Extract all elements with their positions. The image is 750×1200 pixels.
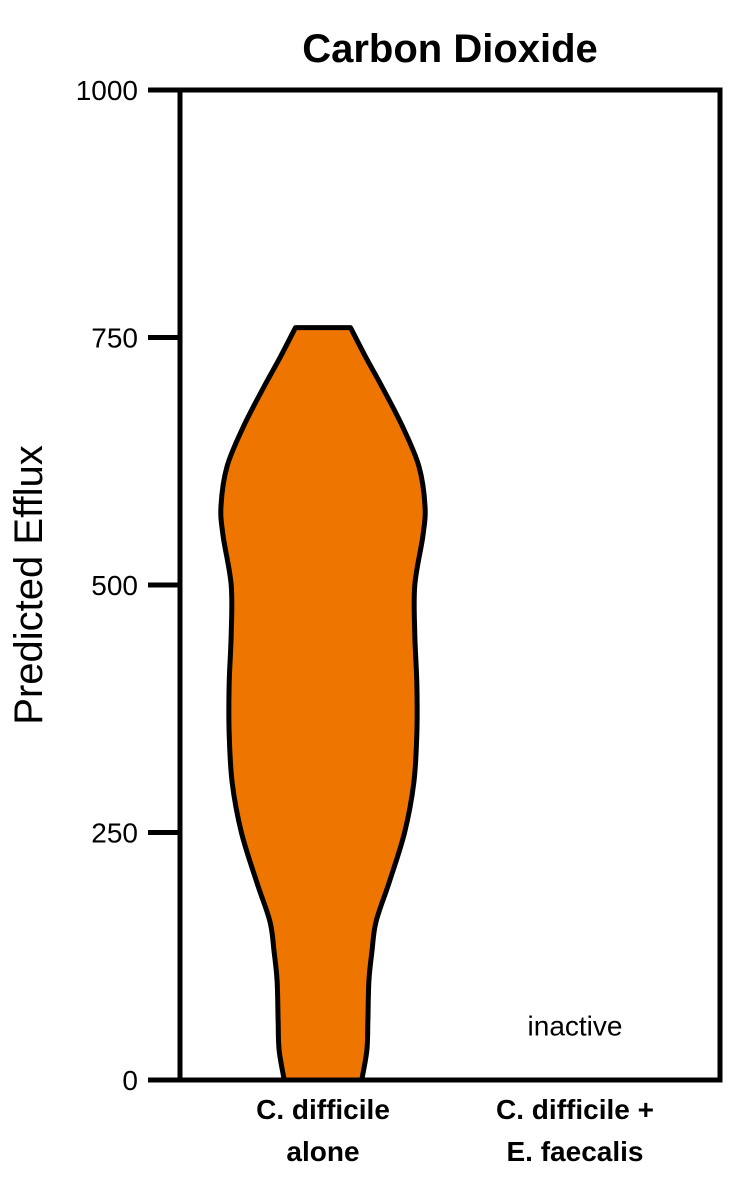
x-category-label: alone: [286, 1136, 359, 1167]
y-tick-label: 250: [91, 818, 138, 849]
annotations: inactive: [528, 1011, 623, 1042]
y-tick-label: 500: [91, 570, 138, 601]
violin-shape: [218, 325, 428, 1083]
plot-frame: [177, 87, 723, 1083]
y-tick-label: 0: [122, 1065, 138, 1096]
x-axis-category-labels: C. difficile alone C. difficile + E. faecal…: [256, 1094, 654, 1167]
y-tick-label: 1000: [76, 75, 138, 106]
y-axis-label: Predicted Efflux: [7, 445, 51, 724]
x-category-label: C. difficile: [256, 1094, 390, 1125]
x-category-label: E. faecalis: [507, 1136, 644, 1167]
y-tick-label: 750: [91, 323, 138, 354]
chart-title: Carbon Dioxide: [302, 27, 598, 71]
x-category-label: C. difficile +: [496, 1094, 654, 1125]
violins: [218, 325, 428, 1083]
y-axis-ticks: 0 250 500 750 1000: [76, 75, 180, 1096]
annotation-text: inactive: [528, 1011, 623, 1042]
